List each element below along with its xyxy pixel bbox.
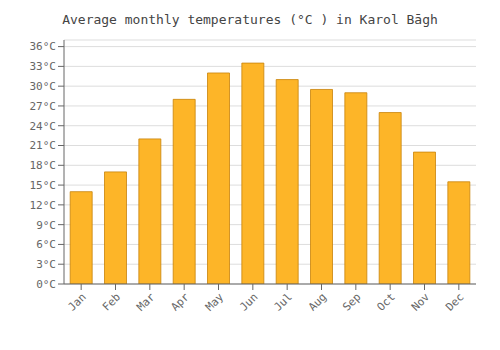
svg-text:Jun: Jun xyxy=(237,290,260,313)
svg-text:6°C: 6°C xyxy=(36,238,56,251)
svg-text:30°C: 30°C xyxy=(30,80,57,93)
svg-text:15°C: 15°C xyxy=(30,179,57,192)
svg-text:Nov: Nov xyxy=(409,290,433,314)
svg-text:Aug: Aug xyxy=(306,290,329,313)
svg-text:Apr: Apr xyxy=(169,290,193,314)
svg-text:12°C: 12°C xyxy=(30,199,57,212)
svg-text:Feb: Feb xyxy=(100,290,123,313)
svg-text:Jul: Jul xyxy=(272,290,295,313)
svg-text:36°C: 36°C xyxy=(30,40,57,53)
svg-text:18°C: 18°C xyxy=(30,159,57,172)
svg-text:3°C: 3°C xyxy=(36,258,56,271)
svg-text:9°C: 9°C xyxy=(36,219,56,232)
svg-text:33°C: 33°C xyxy=(30,60,57,73)
svg-text:24°C: 24°C xyxy=(30,120,57,133)
svg-text:Jan: Jan xyxy=(66,290,89,313)
html-text:Average monthly temperatures (: Average monthly temperatures (°C ) in Ka… xyxy=(62,12,438,27)
svg-text:Sep: Sep xyxy=(340,290,363,313)
svg-text:21°C: 21°C xyxy=(30,139,57,152)
svg-text:Dec: Dec xyxy=(443,290,466,313)
svg-text:0°C: 0°C xyxy=(36,278,56,291)
svg-text:May: May xyxy=(203,290,227,314)
svg-text:Mar: Mar xyxy=(134,290,158,314)
svg-text:Oct: Oct xyxy=(375,290,398,313)
svg-text:27°C: 27°C xyxy=(30,100,57,113)
